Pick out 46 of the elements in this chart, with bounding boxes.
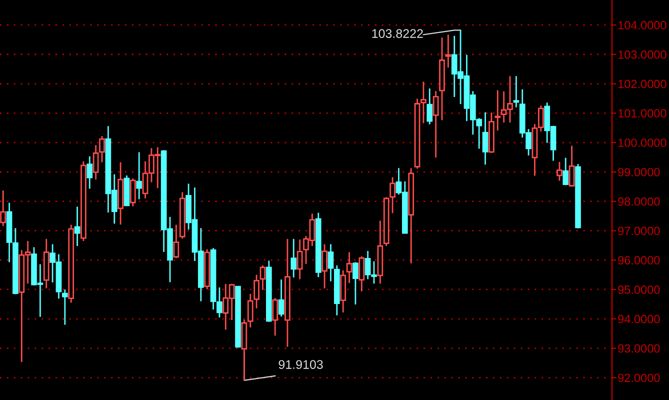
y-tick-label: 101.0000 [618,109,666,118]
candlestick [352,261,358,306]
y-tick-label: 99.0000 [618,168,660,176]
candlestick [62,288,68,326]
candlestick [278,278,284,318]
candlestick [358,256,365,292]
y-tick-label: 93.0000 [618,344,660,353]
y-tick-label: 92.0000 [618,374,660,382]
candlestick [328,244,334,282]
candlestick [562,157,569,186]
y-tick-label: 103.0000 [618,50,666,59]
y-tick-label: 95.0000 [618,286,660,294]
y-tick-label: 96.0000 [618,256,660,264]
candlestick [482,112,488,166]
y-tick-label: 97.0000 [618,226,660,236]
y-tick-label: 100.0000 [618,138,666,147]
candlestick [494,90,501,132]
candlestick [136,152,142,200]
y-tick-label: 94.0000 [618,314,660,324]
annotation: 103.8222 [372,29,423,38]
candlestick [0,190,6,227]
candlestick [92,144,99,180]
candlestick [290,238,297,278]
candlestick [272,297,278,336]
candlestick [130,178,136,208]
candlestick [390,176,396,214]
y-tick-label: 98.0000 [618,197,660,206]
candlestick [99,135,105,163]
candlestick [513,75,520,108]
candlestick [556,161,562,182]
candlestick [432,90,439,158]
candlestick [568,145,575,186]
candlestick [254,274,260,309]
candlestick [322,244,328,290]
candlestick [86,156,93,190]
candlestick [260,264,266,290]
candlestick [426,88,433,126]
candlestick [445,34,452,68]
y-tick-label: 104.0000 [618,21,666,30]
y-tick-label: 102.0000 [618,80,666,88]
candlestick [346,251,352,284]
candlestick [247,293,254,328]
candlestick [296,238,303,280]
candlestick [74,206,80,247]
candlestick [173,224,180,259]
annotation: 91.9103 [278,360,323,369]
